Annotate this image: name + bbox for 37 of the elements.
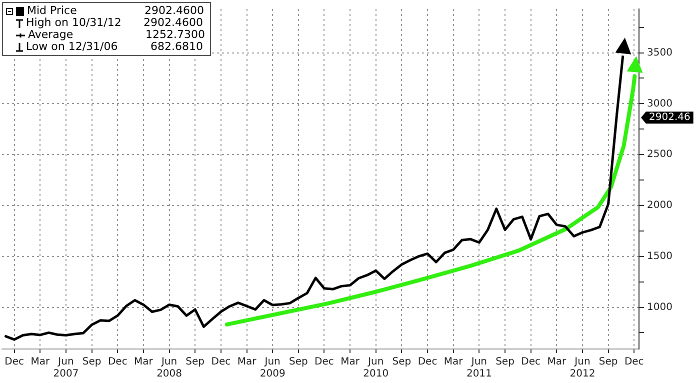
x-tick-label: Mar [30, 356, 50, 368]
y-tick-label: 2500 [647, 149, 672, 160]
x-tick-label: Dec [108, 356, 128, 368]
y-tick-label: 3500 [647, 47, 672, 58]
y-tick-label: 1000 [647, 302, 672, 313]
x-tick-label: Mar [444, 356, 464, 368]
x-tick-label: Sep [186, 356, 205, 368]
y-tick-label: 2000 [647, 200, 672, 212]
x-tick-label: Sep [598, 356, 618, 368]
text: Average 1252.7300 [28, 28, 205, 41]
x-tick-label: Sep [392, 356, 412, 368]
x-tick-label: Mar [340, 356, 360, 368]
text: Low on 12/31/06 682.6810 [26, 40, 203, 53]
x-tick-label: Dec [314, 356, 334, 368]
x-tick-label: Jun 2011 [466, 356, 492, 380]
x-tick-label: Dec [418, 356, 438, 368]
x-tick-label: Sep [288, 356, 308, 368]
x-tick-label: Mar [547, 356, 567, 368]
y-tick-label: 1500 [647, 250, 672, 262]
y-tick-label: 3000 [647, 98, 672, 110]
x-tick-label: Sep [496, 356, 514, 368]
x-tick-label: Mar [134, 356, 154, 368]
x-tick-label: Sep [82, 356, 102, 368]
legend-label: Mid Price [27, 4, 78, 17]
x-tick-label: Jun 2007 [53, 356, 79, 380]
annotation: 2902.4600 [144, 4, 204, 17]
x-tick-label: Dec [4, 356, 24, 368]
x-tick-label: Mar [237, 356, 258, 368]
x-tick-label: Jun 2009 [260, 356, 286, 380]
x-tick-label: Dec [624, 356, 644, 368]
x-tick-label: Dec [211, 356, 231, 368]
text: 2902.46 [649, 112, 690, 124]
x-tick-label: Jun 2008 [156, 356, 182, 380]
text: High on 10/31/12 2902.4600 [26, 16, 203, 29]
x-tick-label: Jun 2010 [363, 356, 389, 380]
x-tick-label: Jun 2012 [570, 356, 596, 380]
x-tick-label: Dec [521, 356, 541, 368]
